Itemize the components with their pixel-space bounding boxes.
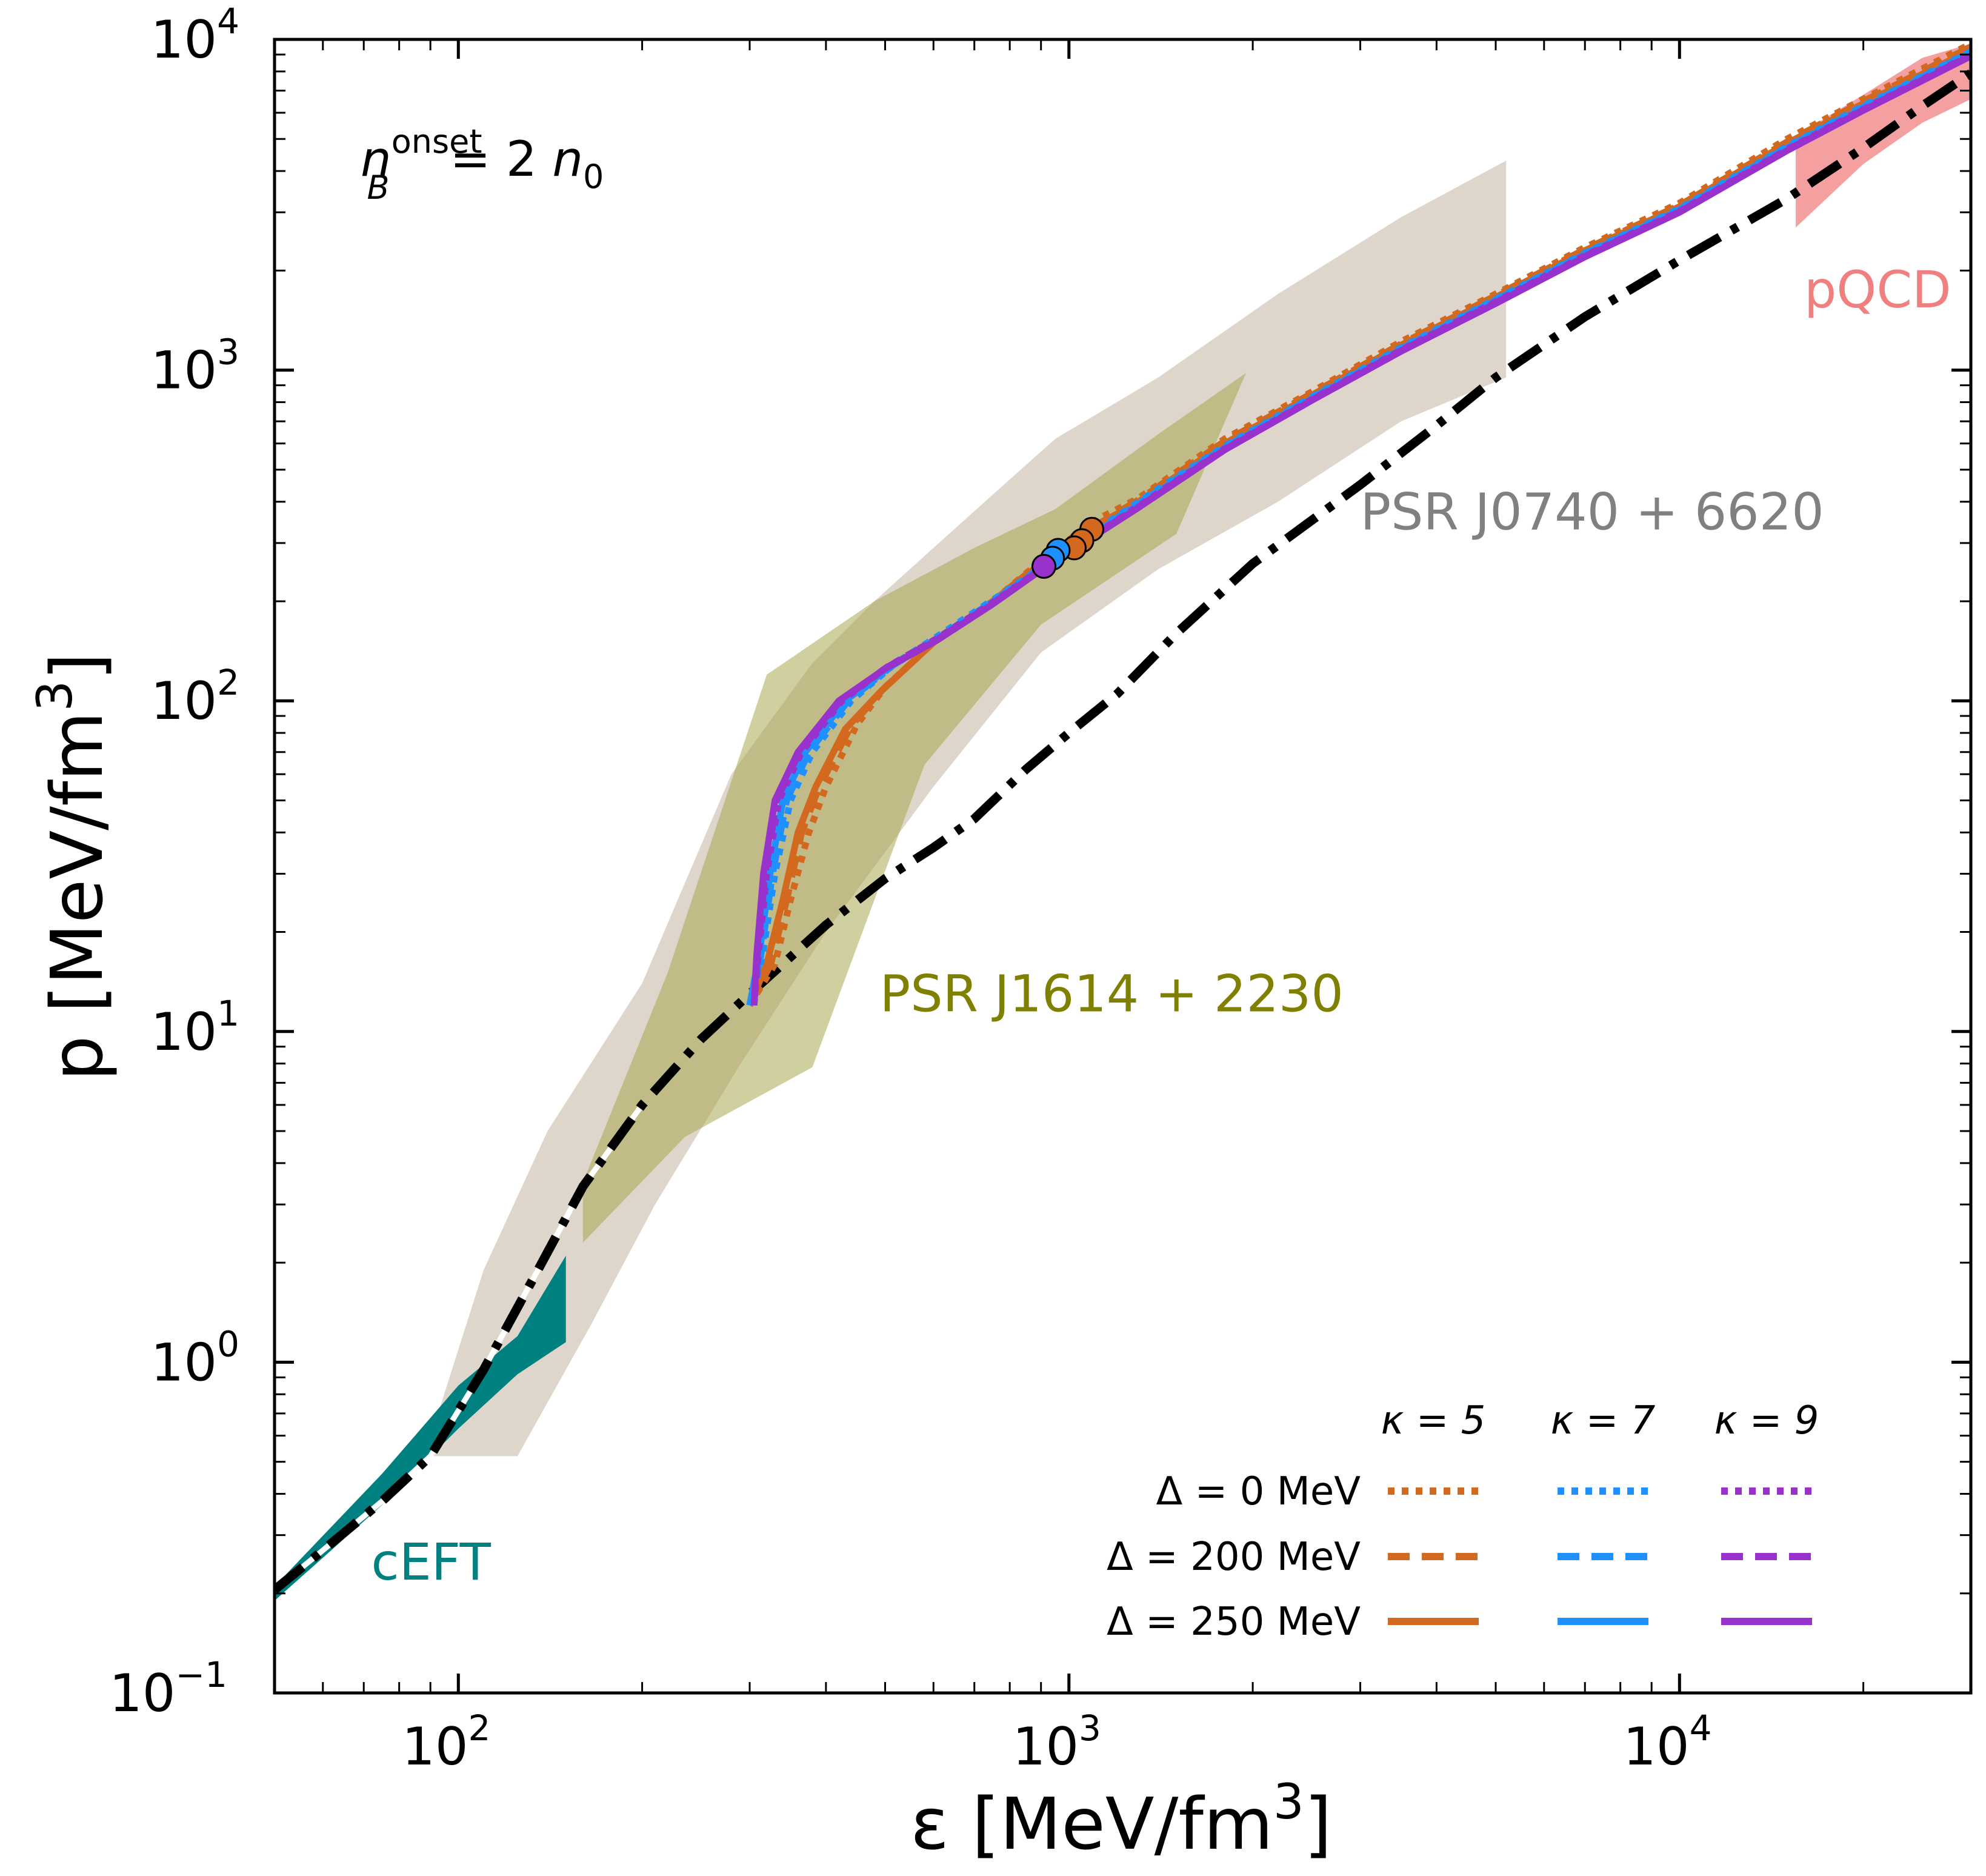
region-psr-j1614-2230 [582,373,1246,1243]
y-axis-label: p [MeV/fm3] [27,653,119,1081]
y-tick-label: 10−1 [109,1654,227,1724]
plot-area [275,41,1971,1601]
region-psr-j0740-6620 [424,161,1507,1457]
y-tick-label: 104 [151,1,239,70]
onset-annotation: nonset B= 2 n0 [361,122,604,207]
transition-markers [1031,516,1105,579]
y-tick-label: 100 [151,1323,239,1393]
x-axis-label: ε [MeV/fm3] [910,1774,1332,1866]
legend-row-label: Δ = 0 MeV [1156,1469,1361,1514]
plot-frame [273,38,1973,1695]
legend-row-label: Δ = 200 MeV [1107,1535,1361,1580]
y-tick-label: 102 [151,662,239,732]
legend-column-header: κ = 7 [1551,1398,1656,1443]
axis-ticks [273,38,1972,1695]
annotations: pQCD PSR J0740 + 6620 PSR J1614 + 2230 cEFT [372,260,1951,1592]
transition-marker [1031,553,1057,579]
region-ceft [275,1255,566,1601]
x-tick-label: 103 [1013,1707,1101,1777]
x-tick-label: 104 [1623,1707,1711,1777]
legend-column-header: κ = 9 [1714,1398,1819,1443]
legend-row-label: Δ = 250 MeV [1107,1600,1361,1644]
annotation-ceft: cEFT [372,1532,492,1592]
series-line-baseline [275,69,1971,1594]
y-tick-label: 101 [151,993,239,1063]
legend: κ = 5 κ = 7 κ = 9 Δ = 0 MeV Δ = 200 MeV Δ = 2… [1107,1398,1819,1644]
legend-column-header: κ = 5 [1381,1398,1486,1443]
axis-tick-labels: 102 103 104 10−1 100 101 102 103 104 [109,1,1711,1777]
x-tick-label: 102 [402,1707,490,1777]
annotation-psr-j0740-6620: PSR J0740 + 6620 [1360,482,1824,541]
y-tick-label: 103 [151,332,239,401]
annotation-pqcd: pQCD [1804,260,1951,319]
annotation-psr-j1614-2230: PSR J1614 + 2230 [880,964,1344,1024]
